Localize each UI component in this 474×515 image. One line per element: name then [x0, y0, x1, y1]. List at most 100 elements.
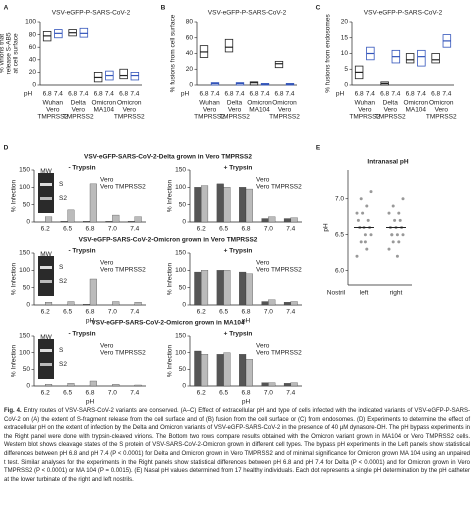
- y-tick-label: 50: [179, 201, 187, 208]
- x-category-label: TMPRSS2: [269, 114, 300, 121]
- bar: [283, 302, 291, 306]
- x-category-label: Vero: [435, 107, 449, 114]
- point: [391, 204, 395, 208]
- y-axis-label: % Infection: [11, 263, 18, 296]
- bar: [134, 216, 142, 223]
- x-category-label: Vero: [123, 107, 137, 114]
- x-tick-label: 6.8: [241, 390, 250, 397]
- bar: [89, 278, 97, 306]
- ph-tick-label: 6.8: [68, 91, 77, 98]
- x-tick-label: 7.0: [108, 226, 117, 233]
- box: [249, 81, 259, 86]
- x-category-label: Wuhan: [355, 100, 376, 107]
- x-tick-label: 6.8: [241, 309, 250, 316]
- ph-tick-label: 6.8: [355, 91, 364, 98]
- x-tick-label: 6.2: [197, 390, 206, 397]
- x-tick-label: 6.2: [197, 309, 206, 316]
- chart-title: VSV-eGFP-P-SARS-CoV-2: [208, 10, 287, 17]
- blot-label: MW: [40, 334, 52, 341]
- y-axis-label: % Infection: [167, 180, 174, 213]
- x-category-label: Vero: [203, 107, 217, 114]
- ph-tick-label: 6.8: [406, 91, 415, 98]
- point: [401, 197, 405, 201]
- ph-tick-label: 7.4: [391, 91, 400, 98]
- x-category-label: TMPRSS2: [63, 114, 94, 121]
- x-category-label: MA104: [249, 107, 270, 114]
- bar: [194, 271, 202, 306]
- x-category-label: Omicron: [429, 100, 454, 107]
- x-axis-label: pH: [86, 399, 95, 405]
- point: [395, 254, 399, 258]
- subtitle: + Trypsin: [224, 165, 253, 172]
- y-tick-label: 5: [344, 66, 348, 73]
- bar: [268, 216, 276, 223]
- legend-label: Vero TMPRSS2: [100, 350, 146, 357]
- panel-letter: D: [4, 145, 9, 152]
- x-category-label: MA104: [405, 107, 426, 114]
- bar: [216, 270, 224, 306]
- blot-band: [40, 280, 52, 283]
- subtitle: - Trypsin: [68, 165, 95, 172]
- x-category-label: Omicron: [247, 100, 272, 107]
- bar: [245, 359, 253, 387]
- bar: [89, 380, 97, 387]
- x-category-label: TMPRSS2: [426, 114, 457, 121]
- ph-tick-label: 7.4: [285, 91, 294, 98]
- y-tick-label: 150: [175, 167, 186, 174]
- x-category-label: TMPRSS2: [349, 114, 380, 121]
- y-axis-label: % fusions from cell surface: [170, 14, 177, 92]
- caption-label: Fig. 4.: [4, 408, 22, 414]
- x-tick-label: 6.5: [219, 226, 228, 233]
- bar: [290, 217, 298, 223]
- x-tick-label: 6.5: [63, 390, 72, 397]
- x-category-label: TMPRSS2: [219, 114, 250, 121]
- x-axis-label: pH: [86, 318, 95, 325]
- y-tick-label: 100: [19, 349, 30, 356]
- y-axis-label: % fusions from endosomes: [325, 14, 332, 93]
- x-category-label: Wuhan: [43, 100, 64, 107]
- point: [355, 211, 359, 215]
- y-tick-label: 0: [344, 82, 348, 89]
- blot-band: [40, 266, 52, 269]
- bar: [201, 354, 209, 387]
- y-tick-label: 100: [175, 349, 186, 356]
- ph-tick-label: 6.8: [380, 91, 389, 98]
- panel-letter: E: [316, 145, 321, 152]
- x-tick-label: 6.8: [85, 226, 94, 233]
- legend-label: Vero TMPRSS2: [256, 184, 302, 191]
- blot-label: S2: [59, 361, 67, 368]
- blot-label: S: [59, 181, 64, 188]
- bar: [194, 350, 202, 387]
- point: [369, 233, 373, 237]
- y-tick-label: 50: [179, 284, 187, 291]
- blot-band: [40, 363, 52, 366]
- x-category-label: Omicron: [403, 100, 428, 107]
- point: [359, 197, 363, 201]
- y-axis-label: at cell surface: [13, 33, 20, 73]
- row-title: VSV-eGFP-SARS-CoV-2-Omicron grown in MA1…: [91, 320, 245, 327]
- row-title: VSV-eGFP-SARS-CoV-2-Delta grown in Vero …: [84, 154, 252, 161]
- bar: [223, 187, 231, 223]
- x-tick-label: 7.4: [286, 226, 295, 233]
- bar: [239, 271, 247, 306]
- blot-label: S: [59, 347, 64, 354]
- y-tick-label: 150: [19, 333, 30, 340]
- y-tick-label: 6.5: [335, 231, 344, 238]
- x-tick-label: 7.0: [108, 309, 117, 316]
- bar: [239, 187, 247, 223]
- y-tick-label: 0: [182, 219, 186, 226]
- x-tick-label: 6.2: [41, 390, 50, 397]
- point: [365, 204, 369, 208]
- bar: [134, 302, 142, 306]
- y-tick-label: 100: [175, 267, 186, 274]
- box: [417, 49, 426, 67]
- box: [130, 72, 140, 81]
- point: [395, 233, 399, 237]
- y-tick-label: 0: [26, 383, 30, 390]
- x-category-label: Wuhan: [199, 100, 220, 107]
- x-tick-label: 6.5: [63, 226, 72, 233]
- caption: Fig. 4. Entry routes of VSV-SARS-CoV-2 v…: [4, 407, 470, 484]
- y-tick-label: 6.0: [335, 267, 344, 274]
- chart-title: VSV-eGFP-P-SARS-CoV-2: [364, 10, 443, 17]
